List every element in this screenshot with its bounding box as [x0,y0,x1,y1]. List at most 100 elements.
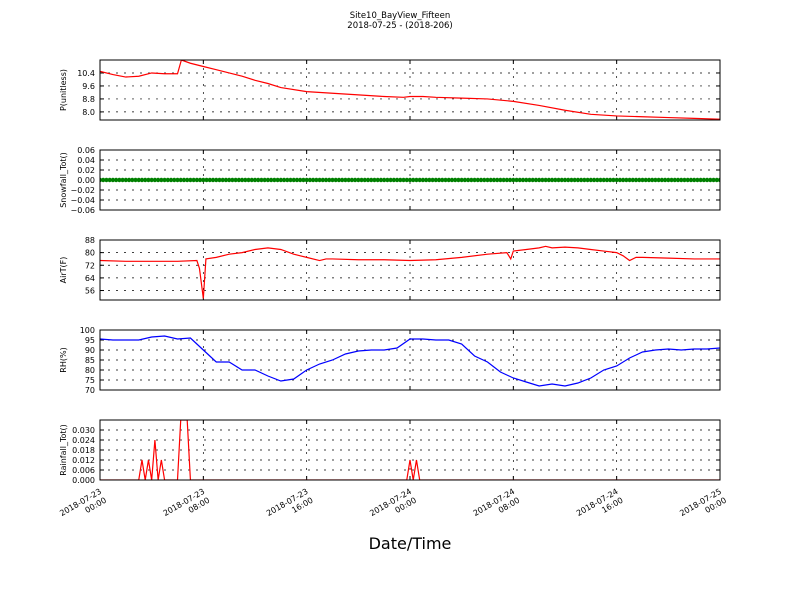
data-point [394,177,400,183]
data-point [204,177,209,183]
y-axis-label: Rainfall_Tot() [59,424,68,476]
data-point [146,177,151,183]
data-point [478,177,484,183]
data-point [591,177,597,183]
data-point [162,177,167,183]
data-point [136,177,141,183]
data-point [398,177,403,183]
data-point [349,177,355,183]
data-point [669,177,674,183]
y-tick-label: 90 [85,346,95,355]
data-point [708,177,713,183]
data-point [120,177,125,183]
data-point [640,177,645,183]
x-tick-label: 2018-07-2300:00 [58,487,108,527]
data-point [317,177,322,183]
data-point [207,177,212,183]
data-point [556,177,561,183]
y-tick-label: −0.02 [70,186,95,195]
x-tick-label: 2018-07-2500:00 [678,487,728,527]
data-point [339,177,345,183]
data-point [569,177,574,183]
data-point [614,177,619,183]
data-point [285,177,290,183]
y-tick-label: 8.8 [82,95,95,104]
x-axis-label: Date/Time [368,534,452,553]
y-tick-label: 80 [85,249,95,258]
data-point [559,177,564,183]
x-tick-label: 2018-07-2400:00 [368,487,418,527]
series-line [100,60,720,120]
data-point [307,177,313,183]
data-point [717,177,720,183]
data-point [517,177,522,183]
data-point [491,177,497,183]
data-point [704,177,710,183]
data-point [695,177,700,183]
data-point [617,177,623,183]
data-point [298,177,303,183]
data-point [404,177,409,183]
data-point [172,177,177,183]
y-tick-label: 0.02 [77,166,95,175]
axes-frame [99,329,721,391]
data-point [546,177,552,183]
x-tick-label: 2018-07-2416:00 [575,487,625,527]
data-point [385,177,390,183]
data-point [310,177,316,183]
data-point [362,177,367,183]
data-point [411,177,416,183]
data-point [646,177,652,183]
data-point [288,177,293,183]
data-point [369,177,374,183]
data-point [543,177,548,183]
data-point [423,177,429,183]
y-tick-label: −0.04 [70,196,95,205]
data-point [123,177,129,183]
data-point [549,177,555,183]
data-point [462,177,468,183]
data-point [643,177,648,183]
data-point [511,177,516,183]
y-tick-label: 0.06 [77,146,95,155]
data-point [239,177,245,183]
data-point [336,177,342,183]
data-point [601,177,606,183]
data-point [446,177,451,183]
data-point [233,177,238,183]
series-line [100,335,720,387]
y-tick-label: 0.018 [72,446,95,455]
data-point [359,177,364,183]
data-point [268,177,274,183]
data-point [620,177,626,183]
data-point [714,177,719,183]
y-tick-label: 0.00 [77,176,95,185]
data-point [578,177,584,183]
data-point [391,177,397,183]
data-point [533,177,539,183]
data-point [604,177,610,183]
axes-frame [99,59,721,121]
data-point [485,177,490,183]
series-line [100,245,720,299]
data-point [165,177,171,183]
data-point [682,177,687,183]
subplot-0: 10.4 9.6 8.8 8.0 P(unitless) [59,59,721,121]
data-point [159,177,164,183]
data-point [630,177,636,183]
data-point [188,177,193,183]
data-point [272,177,277,183]
data-point [536,177,542,183]
x-tick-label: 2018-07-2408:00 [472,487,522,527]
data-point [323,177,329,183]
data-point [608,177,613,183]
axes-frame [99,239,721,301]
y-tick-label: 64 [85,274,95,283]
data-point [178,177,183,183]
data-point [155,177,161,183]
y-axis-label: RH(%) [59,347,68,372]
y-tick-label: 9.6 [82,82,95,91]
data-point [301,177,306,183]
data-point [598,177,603,183]
